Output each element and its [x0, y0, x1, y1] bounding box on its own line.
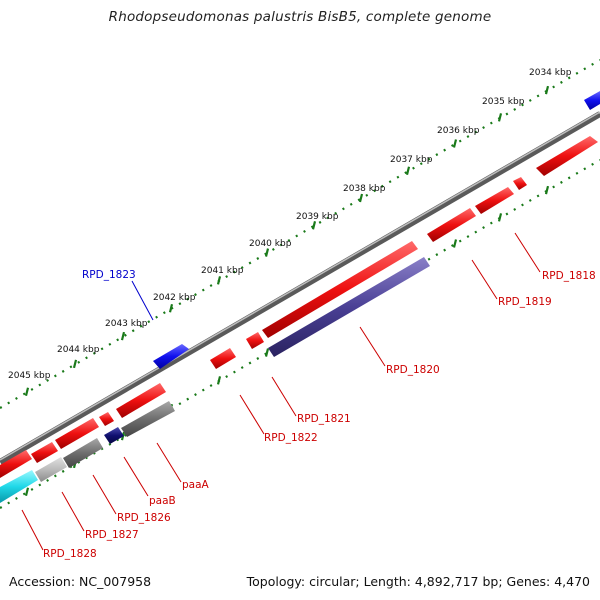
gene-rpd1820-feature[interactable]	[268, 257, 430, 357]
gene-label[interactable]: paaA	[182, 479, 210, 491]
gene-rpd1823-feature[interactable]	[153, 344, 189, 369]
gene-rpd1827-feature[interactable]	[35, 457, 67, 482]
gene-red-1826-feature[interactable]	[55, 418, 99, 449]
major-tick	[544, 185, 550, 195]
major-tick	[120, 331, 126, 341]
gene-label[interactable]: RPD_1820	[386, 364, 440, 376]
major-tick	[24, 487, 30, 497]
tick-label: 2041 kbp	[201, 266, 244, 276]
tick-label: 2044 kbp	[57, 345, 100, 355]
tick-label: 2034 kbp	[529, 68, 572, 78]
gene-rpd1818-feature[interactable]	[536, 136, 598, 176]
gene-label[interactable]: RPD_1828	[43, 548, 97, 560]
genome-summary-text: Topology: circular; Length: 4,892,717 bp…	[246, 574, 590, 589]
gene-rpd1822-feature[interactable]	[210, 348, 236, 369]
genome-backbone	[0, 111, 600, 465]
tick-label: 2035 kbp	[482, 97, 525, 107]
gene-rpd1826-feature[interactable]	[63, 438, 103, 468]
major-tick	[72, 359, 78, 369]
major-tick	[544, 85, 550, 95]
gene-red-1827-feature[interactable]	[31, 442, 58, 463]
major-tick	[264, 348, 270, 357]
accession-text: Accession: NC_007958	[9, 574, 152, 589]
tick-label: 2036 kbp	[437, 126, 480, 136]
tick-label: 2042 kbp	[153, 293, 196, 303]
tick-label: 2037 kbp	[390, 155, 433, 165]
forward-strand-features	[153, 91, 600, 369]
gene-rna-feature[interactable]	[584, 91, 600, 110]
major-tick	[216, 376, 222, 385]
tick-label: 2039 kbp	[296, 212, 339, 222]
gene-label[interactable]: RPD_1822	[264, 432, 318, 444]
major-tick	[358, 193, 364, 203]
tick-label: 2043 kbp	[105, 319, 148, 329]
map-title: Rhodopseudomonas palustris BisB5, comple…	[108, 9, 492, 25]
major-tick	[216, 276, 222, 285]
gene-paaa-red-feature[interactable]	[116, 383, 166, 418]
major-tick	[452, 139, 458, 148]
gene-red-1828-feature[interactable]	[0, 450, 32, 478]
gene-rpd1819b-feature[interactable]	[427, 208, 476, 242]
tick-label: 2038 kbp	[343, 184, 386, 194]
major-tick	[24, 387, 30, 397]
reverse-strand-features	[0, 136, 598, 503]
tick-label: 2045 kbp	[8, 371, 51, 381]
major-tick	[168, 303, 174, 313]
gene-label[interactable]: RPD_1826	[117, 512, 171, 524]
gene-label[interactable]: RPD_1818	[542, 270, 596, 282]
gene-labels: RPD_1818 RPD_1819 RPD_1820 RPD_1821 RPD_…	[43, 269, 596, 560]
gene-label[interactable]: paaB	[149, 495, 176, 507]
label-leader-lines	[21, 232, 541, 551]
gene-label[interactable]: RPD_1827	[85, 529, 139, 541]
tick-label: 2040 kbp	[249, 239, 292, 249]
gene-label[interactable]: RPD_1821	[297, 413, 351, 425]
gene-small-red-feature[interactable]	[99, 412, 114, 426]
major-tick	[311, 221, 317, 230]
gene-rpd1820-upper-feature[interactable]	[262, 241, 418, 338]
major-tick	[497, 113, 503, 122]
major-tick	[405, 166, 411, 176]
gene-small-feature[interactable]	[513, 177, 527, 190]
gene-rpd1819-feature[interactable]	[475, 187, 514, 214]
gene-rpd1828-feature[interactable]	[0, 470, 38, 503]
gene-paab-feature[interactable]	[104, 427, 124, 444]
tick-labels: 2034 kbp 2035 kbp 2036 kbp 2037 kbp 2038…	[8, 68, 572, 381]
major-tick	[452, 239, 458, 248]
outer-tick-ring	[0, 59, 600, 409]
gene-paaa-feature[interactable]	[121, 401, 175, 437]
major-tick	[497, 213, 503, 222]
gene-label[interactable]: RPD_1823	[82, 269, 136, 281]
gene-label[interactable]: RPD_1819	[498, 296, 552, 308]
gene-rpd1821-feature[interactable]	[246, 332, 264, 349]
major-tick	[264, 248, 270, 257]
